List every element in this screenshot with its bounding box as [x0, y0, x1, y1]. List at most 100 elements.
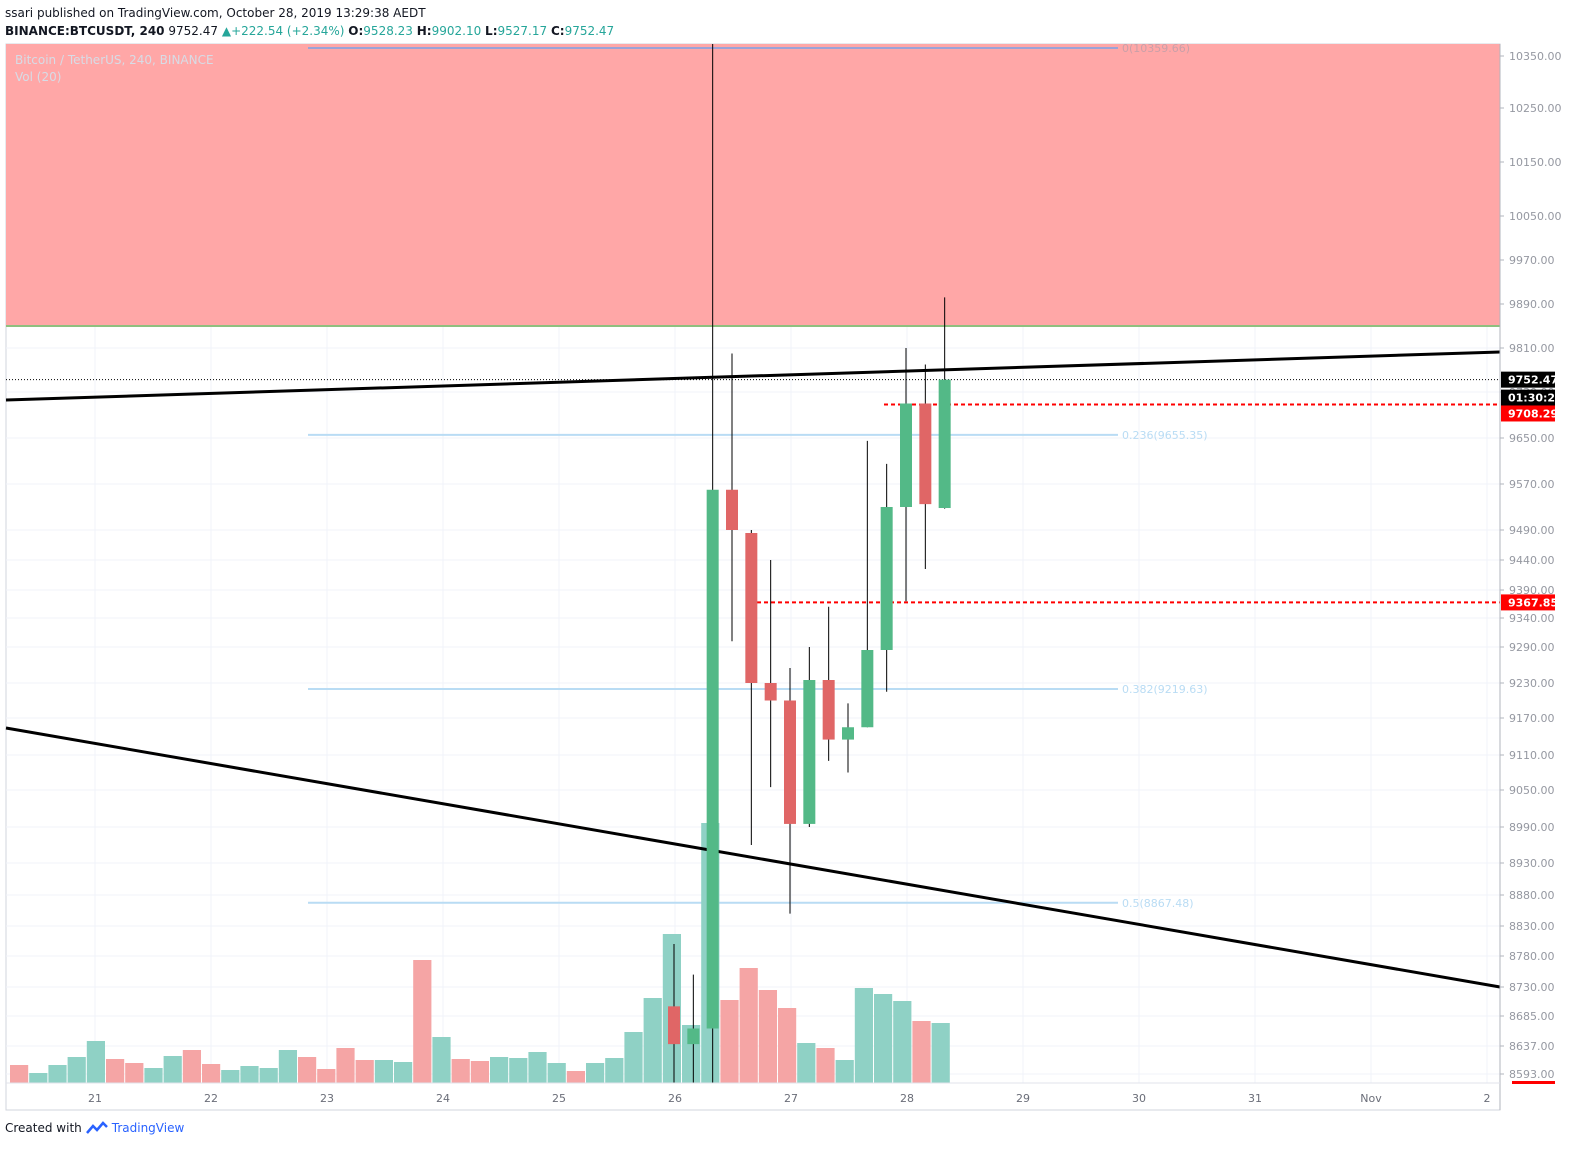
open-label: O:: [348, 24, 364, 38]
price-tick-label: 8830.00: [1509, 920, 1555, 933]
price-tick-label: 10150.00: [1509, 156, 1562, 169]
candle-body: [822, 680, 835, 740]
upper-trendline[interactable]: [5, 350, 1501, 402]
volume-bar: [67, 1057, 86, 1083]
volume-bar: [451, 1059, 470, 1083]
symbol-label: BINANCE:BTCUSDT, 240: [5, 24, 165, 38]
price-tick-label: 9230.00: [1509, 677, 1555, 690]
price-tick-label: 8730.00: [1509, 981, 1555, 994]
volume-bar: [432, 1037, 451, 1083]
resistance-zone: [6, 44, 1500, 327]
price-label-box: [1501, 371, 1555, 388]
low-value: 9527.17: [497, 24, 548, 38]
price-tick-label: 9650.00: [1509, 432, 1555, 445]
price-tick-label: 9490.00: [1509, 524, 1555, 537]
chart-header: ssari published on TradingView.com, Octo…: [5, 4, 614, 40]
price-tick-label: 9290.00: [1509, 641, 1555, 654]
lower-trendline[interactable]: [5, 726, 1501, 989]
volume-bar: [278, 1050, 297, 1083]
price-label-box: [1501, 594, 1555, 611]
fib-label: 0.5(8867.48): [1122, 897, 1194, 910]
volume-bars: [10, 823, 950, 1083]
legend-symbol: Bitcoin / TetherUS, 240, BINANCE: [15, 53, 214, 67]
time-tick-label: 28: [900, 1092, 914, 1105]
price-tick-label: 8990.00: [1509, 821, 1555, 834]
price-label-text: 9367.85: [1508, 596, 1558, 609]
volume-bar: [394, 1062, 413, 1083]
candle-body: [745, 533, 758, 683]
fib-label: 0(10359.66): [1122, 42, 1190, 55]
trendlines[interactable]: [5, 350, 1501, 989]
candle-body: [726, 489, 738, 530]
volume-bar: [259, 1068, 278, 1083]
price-label-box: [1501, 389, 1555, 406]
resistance-zone-rect: [6, 44, 1500, 326]
tradingview-brand[interactable]: TradingView: [111, 1121, 185, 1135]
volume-bar: [816, 1048, 835, 1083]
price-label-text: 9708.29: [1508, 407, 1558, 420]
candle-body: [842, 727, 854, 740]
tradingview-logo-icon: [85, 1121, 108, 1134]
candle-body: [900, 403, 912, 507]
volume-bar: [106, 1059, 125, 1083]
volume-bar: [163, 1056, 182, 1083]
time-axis[interactable]: 21 22 23 24 25 26 27 28 29 30 31 Nov 2: [6, 1082, 1500, 1105]
author-link[interactable]: ssari: [5, 6, 34, 20]
volume-bar: [298, 1057, 317, 1083]
ohlc-line: BINANCE:BTCUSDT, 240 9752.47 ▲+222.54 (+…: [5, 22, 614, 40]
price-tick-label: 9050.00: [1509, 784, 1555, 797]
footer: Created with TradingView: [5, 1121, 184, 1135]
price-axis[interactable]: 10350.00 10250.00 10150.00 10050.00 9970.00 9…: [1499, 44, 1562, 1110]
low-label: L:: [485, 24, 498, 38]
price-tick-label: 8880.00: [1509, 889, 1555, 902]
volume-bar: [739, 968, 758, 1083]
price-labels: 9752.47 01:30:23 9708.29 9367.85: [1501, 371, 1563, 1084]
price-change: +222.54 (+2.34%): [231, 24, 345, 38]
volume-bar: [643, 998, 662, 1083]
price-tick-label: 8637.00: [1509, 1040, 1555, 1053]
price-tick-label: 9110.00: [1509, 749, 1555, 762]
volume-bar: [125, 1063, 144, 1083]
legend-volume: Vol (20): [15, 70, 61, 84]
volume-bar: [221, 1070, 240, 1083]
time-tick-label: 30: [1132, 1092, 1146, 1105]
volume-bar: [202, 1064, 221, 1083]
volume-bar: [413, 960, 432, 1083]
price-tick-label: 9340.00: [1509, 612, 1555, 625]
time-tick-label: Nov: [1360, 1092, 1382, 1105]
volume-bar: [10, 1065, 29, 1083]
volume-bar: [470, 1061, 489, 1083]
volume-bar: [509, 1058, 528, 1083]
volume-bar: [893, 1001, 912, 1083]
level-lines: [750, 403, 1500, 604]
candle-body: [764, 683, 777, 701]
candle-body: [880, 507, 893, 650]
volume-bar: [931, 1023, 950, 1083]
time-tick-label: 27: [784, 1092, 798, 1105]
volume-bar: [605, 1058, 624, 1083]
volume-bar: [490, 1057, 509, 1083]
volume-bar: [528, 1052, 547, 1083]
price-label-text: 01:30:23: [1508, 392, 1563, 405]
time-tick-label: 21: [88, 1092, 102, 1105]
volume-bar: [547, 1063, 566, 1083]
volume-bar: [240, 1066, 259, 1083]
price-tick-label: 9890.00: [1509, 298, 1555, 311]
fib-label: 0.236(9655.35): [1122, 429, 1208, 442]
volume-bar: [29, 1073, 48, 1083]
volume-bar: [758, 990, 777, 1083]
candle-body: [687, 1028, 700, 1045]
volume-bar: [874, 994, 893, 1083]
price-label-box: [1501, 405, 1555, 422]
candle-body: [668, 1006, 680, 1045]
time-tick-label: 22: [204, 1092, 218, 1105]
open-value: 9528.23: [363, 24, 413, 38]
price-tick-label: 8593.00: [1509, 1068, 1555, 1081]
volume-bar: [374, 1060, 393, 1083]
price-tick-label: 8780.00: [1509, 950, 1555, 963]
time-tick-label: 25: [552, 1092, 566, 1105]
fib-label: 0.382(9219.63): [1122, 683, 1208, 696]
candle-body: [784, 700, 796, 824]
volume-bar: [778, 1008, 797, 1083]
